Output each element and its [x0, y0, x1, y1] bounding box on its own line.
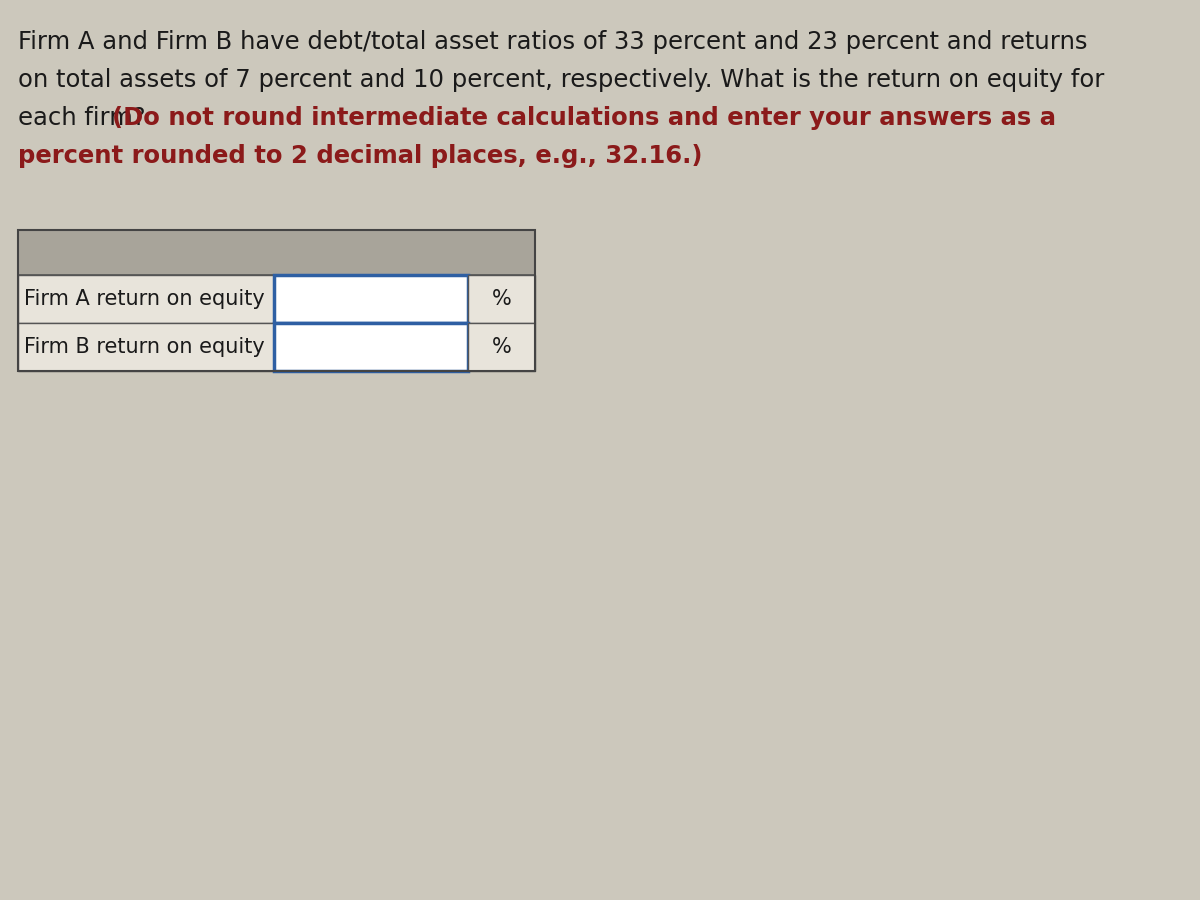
- Text: Firm A return on equity: Firm A return on equity: [24, 289, 265, 309]
- Text: %: %: [492, 337, 511, 357]
- Bar: [18, 230, 535, 275]
- Bar: [18, 323, 274, 371]
- Bar: [18, 275, 274, 323]
- Text: on total assets of 7 percent and 10 percent, respectively. What is the return on: on total assets of 7 percent and 10 perc…: [18, 68, 1104, 92]
- Bar: [18, 230, 535, 371]
- Text: Firm B return on equity: Firm B return on equity: [24, 337, 265, 357]
- Bar: [468, 323, 535, 371]
- Bar: [274, 275, 468, 323]
- Bar: [274, 323, 468, 371]
- Text: %: %: [492, 289, 511, 309]
- Text: Firm A and Firm B have debt/total asset ratios of 33 percent and 23 percent and : Firm A and Firm B have debt/total asset …: [18, 30, 1087, 54]
- Text: percent rounded to 2 decimal places, e.g., 32.16.): percent rounded to 2 decimal places, e.g…: [18, 144, 702, 168]
- Bar: [468, 275, 535, 323]
- Text: each firm?: each firm?: [18, 106, 154, 130]
- Text: (Do not round intermediate calculations and enter your answers as a: (Do not round intermediate calculations …: [112, 106, 1056, 130]
